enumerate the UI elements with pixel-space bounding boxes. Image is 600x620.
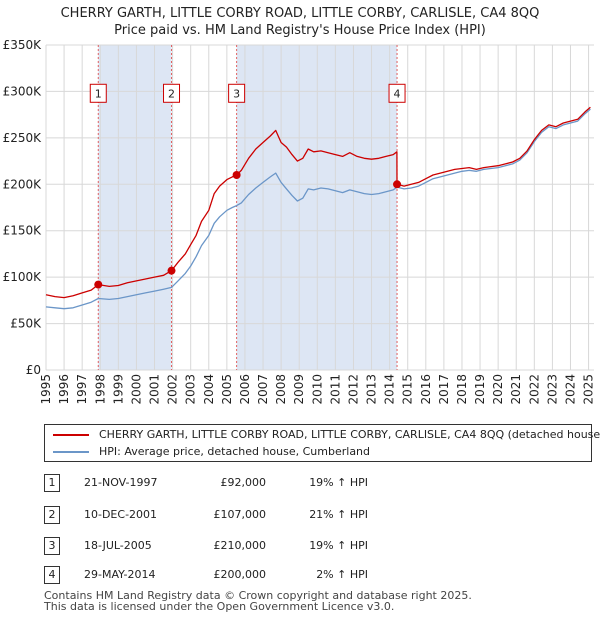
- hpi-line: [45, 108, 591, 310]
- sale-marker-label: 3: [233, 87, 240, 100]
- x-tick-label: 2004: [202, 374, 216, 405]
- transaction-date: 10-DEC-2001: [84, 508, 158, 521]
- transaction-date: 21-NOV-1997: [84, 476, 158, 489]
- x-tick-label: 1996: [57, 374, 71, 405]
- legend-property-swatch: [53, 434, 89, 436]
- y-tick-label: £250K: [3, 131, 43, 145]
- sale-point: [393, 180, 402, 189]
- transaction-price: £200,000: [213, 568, 267, 581]
- x-tick-label: 2013: [365, 374, 379, 405]
- x-tick-label: 2021: [509, 374, 523, 405]
- x-tick-label: 2012: [346, 374, 360, 405]
- transaction-hpi: 2% ↑ HPI: [316, 568, 368, 581]
- transaction-hpi: 19% ↑ HPI: [309, 539, 368, 552]
- sale-point: [94, 280, 103, 289]
- y-tick-label: £300K: [3, 84, 43, 98]
- y-tick-label: £150K: [3, 224, 43, 238]
- transaction-price: £107,000: [213, 508, 267, 521]
- y-tick-label: £0: [26, 363, 41, 377]
- transaction-number: 3: [44, 537, 60, 555]
- y-tick-label: £350K: [3, 38, 43, 52]
- x-tick-label: 2017: [437, 374, 451, 405]
- sale-point: [232, 171, 241, 179]
- x-tick-label: 2019: [473, 374, 487, 405]
- x-tick-label: 2001: [148, 374, 162, 405]
- sale-marker-label: 1: [95, 87, 102, 100]
- chart-title-line1: CHERRY GARTH, LITTLE CORBY ROAD, LITTLE …: [60, 6, 540, 21]
- x-tick-label: 2010: [310, 374, 324, 405]
- x-tick-label: 2011: [328, 374, 342, 405]
- x-tick-label: 2024: [563, 374, 577, 405]
- x-tick-label: 2018: [455, 374, 469, 405]
- sale-point: [167, 266, 176, 275]
- x-tick-label: 2007: [256, 374, 270, 405]
- x-tick-label: 1999: [111, 374, 125, 405]
- x-tick-label: 1997: [75, 374, 89, 405]
- y-tick-label: £100K: [3, 270, 43, 284]
- transaction-number: 1: [44, 474, 60, 492]
- x-tick-label: 2025: [582, 374, 596, 405]
- sale-marker-box: [163, 83, 181, 103]
- chart-title-line2: Price paid vs. HM Land Registry's House …: [114, 23, 486, 38]
- x-tick-label: 2005: [220, 374, 234, 405]
- transaction-number: 2: [44, 506, 60, 524]
- legend-property-label: CHERRY GARTH, LITTLE CORBY ROAD, LITTLE …: [99, 428, 600, 441]
- x-tick-label: 2022: [527, 374, 541, 405]
- x-tick-label: 2015: [401, 374, 415, 405]
- x-tick-label: 2009: [292, 374, 306, 405]
- shaded-period: [98, 45, 172, 370]
- chart-legend: CHERRY GARTH, LITTLE CORBY ROAD, LITTLE …: [44, 424, 600, 462]
- transaction-hpi: 19% ↑ HPI: [309, 476, 368, 489]
- x-tick-label: 1998: [93, 374, 107, 405]
- sale-marker-box: [388, 83, 406, 103]
- legend-hpi-label: HPI: Average price, detached house, Cumb…: [99, 445, 371, 458]
- footer-attribution: Contains HM Land Registry data © Crown c…: [44, 590, 472, 612]
- transaction-number: 4: [44, 566, 60, 584]
- x-tick-label: 2014: [383, 374, 397, 405]
- price-chart: 1 2 3 4 1995 1996 1997 1998 1999 2000 2001 2002 200…: [3, 38, 596, 405]
- y-tick-label: £50K: [10, 317, 42, 331]
- transaction-date: 18-JUL-2005: [84, 539, 152, 552]
- sale-marker-box: [89, 83, 107, 103]
- x-tick-label: 2008: [274, 374, 288, 405]
- sale-marker-label: 2: [168, 87, 175, 100]
- transaction-price: £92,000: [220, 476, 267, 489]
- y-tick-label: £200K: [3, 177, 43, 191]
- x-tick-label: 2003: [184, 374, 198, 405]
- x-tick-label: 1995: [39, 374, 53, 405]
- x-tick-label: 2023: [545, 374, 559, 405]
- x-tick-label: 2020: [491, 374, 505, 405]
- x-tick-label: 2006: [238, 374, 252, 405]
- transaction-hpi: 21% ↑ HPI: [309, 508, 368, 521]
- sale-marker-box: [228, 83, 246, 103]
- footer-copyright: Contains HM Land Registry data © Crown c…: [44, 589, 472, 602]
- sale-marker-label: 4: [394, 87, 401, 100]
- x-tick-label: 2002: [166, 374, 180, 405]
- property-price-line: [45, 106, 591, 299]
- x-tick-label: 2016: [419, 374, 433, 405]
- footer-licence: This data is licensed under the Open Gov…: [44, 600, 395, 613]
- transaction-price: £210,000: [213, 539, 267, 552]
- transaction-date: 29-MAY-2014: [84, 568, 156, 581]
- x-tick-label: 2000: [129, 374, 143, 405]
- legend-hpi-swatch: [53, 451, 89, 453]
